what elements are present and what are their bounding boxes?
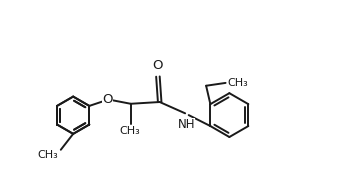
- Text: O: O: [153, 59, 163, 72]
- Text: NH: NH: [178, 118, 195, 131]
- Text: CH₃: CH₃: [38, 150, 58, 161]
- Text: CH₃: CH₃: [228, 78, 248, 88]
- Text: CH₃: CH₃: [120, 126, 140, 136]
- Text: O: O: [103, 93, 113, 106]
